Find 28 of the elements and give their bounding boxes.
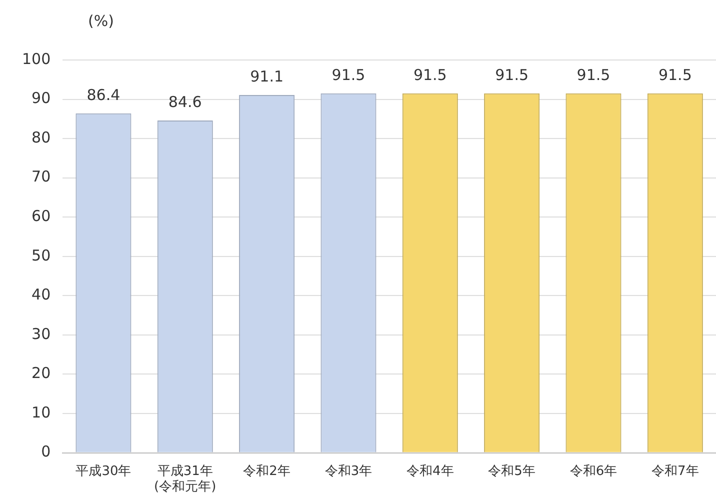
x-tick-label: 平成30年 — [76, 464, 132, 479]
y-tick-label: 90 — [32, 89, 51, 108]
x-tick-label: 令和3年 — [324, 464, 372, 479]
data-label: 91.5 — [413, 66, 447, 84]
data-label: 91.1 — [250, 67, 284, 86]
y-axis-title: (%) — [88, 12, 114, 30]
x-tick-label: 令和4年 — [406, 464, 454, 479]
data-label: 86.4 — [86, 86, 120, 104]
y-tick-label: 100 — [22, 50, 51, 68]
x-tick-label: 令和7年 — [652, 464, 699, 479]
y-tick-label: 10 — [32, 403, 51, 422]
x-tick-label: 令和2年 — [243, 464, 290, 479]
y-tick-label: 70 — [32, 168, 51, 186]
y-tick-label: 30 — [32, 324, 51, 343]
y-tick-label: 60 — [32, 207, 51, 226]
data-label: 91.5 — [576, 66, 610, 84]
data-label: 84.6 — [168, 92, 202, 111]
data-label: 91.5 — [658, 66, 692, 84]
x-tick-label: 令和5年 — [488, 464, 536, 479]
x-tick-label: 令和6年 — [570, 464, 618, 479]
y-tick-label: 50 — [32, 246, 51, 264]
y-tick-label: 20 — [32, 364, 51, 382]
y-tick-label: 80 — [32, 128, 51, 146]
data-label: 91.5 — [495, 66, 529, 84]
y-tick-label: 40 — [32, 286, 51, 304]
x-tick-label: 平成31年 (令和元年) — [154, 464, 216, 495]
data-label: 91.5 — [332, 66, 366, 84]
y-tick-label: 0 — [41, 442, 51, 461]
